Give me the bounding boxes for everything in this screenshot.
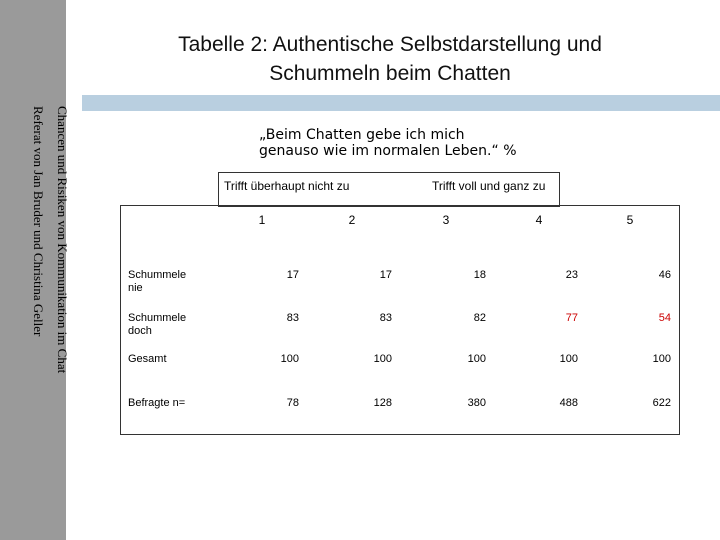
row-label-schummele-nie: Schummele nie	[128, 269, 186, 295]
table-cell: 100	[373, 353, 392, 365]
row-label-line: Schummele	[128, 312, 187, 324]
sidebar-caption: Chancen und Risiken von Kommunikation im…	[14, 106, 74, 426]
results-table	[120, 205, 680, 435]
row-label-line: Gesamt	[128, 353, 167, 365]
scale-legend-box	[218, 172, 560, 207]
table-cell: 100	[652, 353, 671, 365]
table-cell-highlight: 54	[658, 312, 671, 324]
survey-statement: „Beim Chatten gebe ich mich genauso wie …	[259, 127, 579, 159]
accent-band	[82, 95, 720, 111]
row-label-line: Befragte n=	[128, 397, 186, 409]
row-label-line: nie	[128, 282, 143, 294]
sidebar-panel	[0, 0, 66, 540]
page-title-line-2: Schummeln beim Chatten	[269, 62, 511, 85]
table-cell: 46	[658, 269, 671, 281]
table-cell: 82	[473, 312, 486, 324]
row-label-gesamt: Gesamt	[128, 353, 167, 366]
row-label-line: Schummele	[128, 269, 187, 281]
table-cell: 380	[467, 397, 486, 409]
table-cell: 17	[286, 269, 299, 281]
sidebar-caption-line-1: Chancen und Risiken von Kommunikation im…	[55, 106, 70, 374]
table-cell: 488	[559, 397, 578, 409]
page-title: Tabelle 2: Authentische Selbstdarstellun…	[100, 30, 680, 88]
row-label-line: doch	[128, 325, 152, 337]
table-cell: 83	[379, 312, 392, 324]
table-cell: 128	[373, 397, 392, 409]
column-header-5: 5	[626, 213, 634, 227]
table-cell-highlight: 77	[565, 312, 578, 324]
table-cell: 17	[379, 269, 392, 281]
page-title-line-1: Tabelle 2: Authentische Selbstdarstellun…	[178, 33, 602, 56]
table-cell: 100	[280, 353, 299, 365]
survey-statement-line-1: „Beim Chatten gebe ich mich	[259, 127, 465, 143]
row-label-schummele-doch: Schummele doch	[128, 312, 186, 338]
table-cell: 100	[467, 353, 486, 365]
column-header-2: 2	[348, 213, 356, 227]
table-cell: 622	[652, 397, 671, 409]
table-cell: 18	[473, 269, 486, 281]
table-cell: 78	[286, 397, 299, 409]
scale-label-high: Trifft voll und ganz zu	[432, 179, 546, 193]
column-header-3: 3	[442, 213, 450, 227]
row-label-befragte: Befragte n=	[128, 397, 185, 410]
scale-label-low: Trifft überhaupt nicht zu	[224, 179, 350, 193]
survey-statement-line-2: genauso wie im normalen Leben.“ %	[259, 143, 517, 159]
sidebar-caption-line-2: Referat von Jan Bruder und Christina Gel…	[31, 106, 46, 337]
column-header-1: 1	[258, 213, 266, 227]
column-header-4: 4	[535, 213, 543, 227]
table-cell: 23	[565, 269, 578, 281]
table-cell: 83	[286, 312, 299, 324]
table-cell: 100	[559, 353, 578, 365]
